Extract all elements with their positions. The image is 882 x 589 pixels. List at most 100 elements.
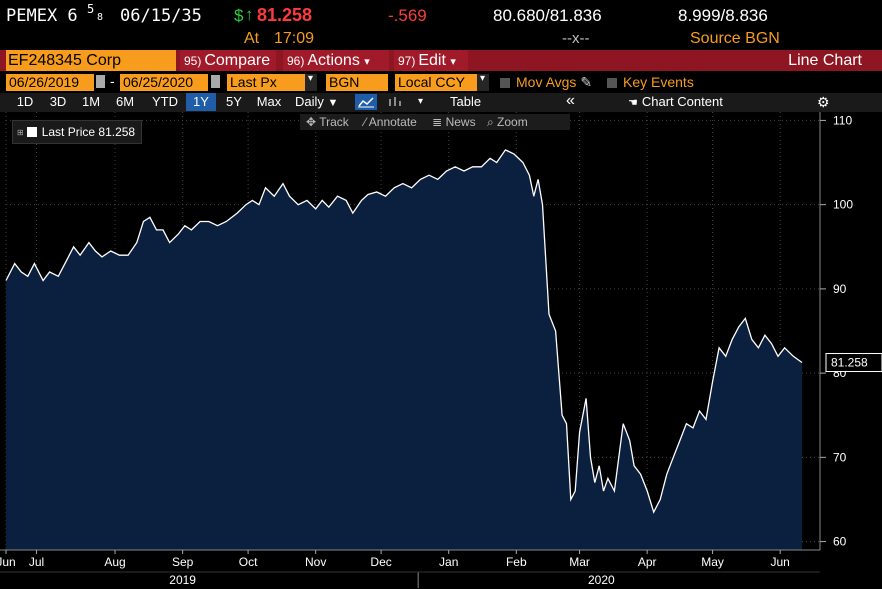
actions-button[interactable]: 96) Actions ▾	[283, 50, 389, 71]
ticker: PEMEX 6	[6, 6, 78, 26]
legend-expand-icon[interactable]: ⊞	[17, 128, 24, 137]
legend-label: Last Price	[41, 125, 96, 139]
news-label: News	[445, 115, 476, 129]
last-price-label: 81.258	[831, 356, 868, 370]
period-tab-1m[interactable]: 1M	[81, 94, 101, 109]
up-arrow-icon: ↑	[245, 5, 254, 24]
period-tab-ytd[interactable]: YTD	[152, 94, 178, 109]
x-tick-label-10: Apr	[638, 555, 657, 569]
mov-avgs-label: Mov Avgs	[516, 74, 577, 90]
period-tab-5y[interactable]: 5Y	[226, 94, 242, 109]
compare-button[interactable]: 95) Compare	[180, 50, 276, 71]
field-dropdown-icon[interactable]: ▾	[305, 73, 317, 91]
price-chart[interactable]: 6070809010011081.258JunJulAugSepOctNovDe…	[0, 112, 882, 589]
price-line	[5, 149, 803, 514]
key-events-label: Key Events	[623, 74, 694, 90]
actions-number: 96)	[287, 54, 305, 68]
start-calendar-icon[interactable]	[96, 75, 105, 88]
x-tick-label-9: Mar	[569, 555, 590, 569]
year-label-2019: 2019	[169, 573, 196, 587]
source-input[interactable]: BGN	[326, 74, 388, 91]
zoom-label: Zoom	[497, 115, 528, 129]
maturity: 06/15/35	[120, 6, 202, 26]
x-tick-label-2: Aug	[104, 555, 125, 569]
zoom-tool[interactable]: ⌕ Zoom	[487, 115, 528, 129]
chart-legend[interactable]: ⊞ Last Price 81.258	[12, 120, 143, 144]
y-tick-label-110: 110	[833, 113, 852, 127]
chart-tools-bar: ✥ Track ⁄ Annotate ≣ News ⌕ Zoom	[300, 114, 570, 130]
line-chart-icon[interactable]	[355, 94, 377, 110]
end-calendar-icon[interactable]	[211, 75, 220, 88]
key-events-toggle[interactable]: Key Events	[607, 74, 694, 91]
coupon-denominator: 8	[97, 12, 104, 23]
edit-label: Edit	[418, 52, 446, 69]
at-label: At	[244, 30, 260, 47]
chart-style-dropdown-icon[interactable]: ▾	[418, 96, 424, 107]
bar-chart-icon[interactable]	[384, 94, 406, 110]
edit-dropdown-icon: ▾	[450, 56, 456, 68]
x-tick-label-4: Oct	[239, 555, 258, 569]
frequency-label: Daily	[295, 94, 324, 109]
period-bar	[0, 93, 882, 112]
chart-content-button[interactable]: ☚ Chart Content	[628, 93, 723, 111]
start-date-input[interactable]: 06/26/2019	[6, 74, 94, 91]
security-field[interactable]: EF248345 Corp	[6, 50, 176, 71]
end-date-input[interactable]: 06/25/2020	[120, 74, 208, 91]
table-button[interactable]: Table	[450, 94, 482, 109]
mov-avgs-checkbox[interactable]	[500, 78, 510, 88]
price-area	[6, 149, 802, 550]
period-tab-max[interactable]: Max	[256, 94, 282, 109]
y-tick-label-90: 90	[833, 282, 847, 296]
collapse-icon[interactable]: «	[566, 92, 575, 109]
x-tick-label-6: Dec	[370, 555, 391, 569]
magnifier-icon: ⌕	[486, 115, 494, 129]
x-tick-label-5: Nov	[305, 555, 326, 569]
annotate-icon: ⁄	[364, 115, 367, 129]
actions-dropdown-icon: ▾	[364, 56, 370, 68]
pricing-source: Source BGN	[690, 30, 780, 47]
period-tab-3d[interactable]: 3D	[49, 94, 67, 109]
x-tick-label-12: Jun	[771, 555, 790, 569]
x-tick-label-3: Sep	[172, 555, 194, 569]
bid-ask: 80.680/81.836	[493, 6, 602, 25]
track-label: Track	[319, 115, 349, 129]
news-icon: ≣	[432, 115, 443, 129]
frequency-select[interactable]: Daily ▼	[295, 93, 338, 111]
track-tool[interactable]: ✥ Track	[306, 115, 349, 129]
news-tool[interactable]: ≣ News	[432, 115, 475, 129]
x-tick-label-7: Jan	[439, 555, 458, 569]
currency-dropdown-icon[interactable]: ▾	[477, 73, 489, 91]
actions-label: Actions	[307, 52, 360, 69]
coupon-numerator: 5	[87, 2, 95, 16]
year-label-2020: 2020	[588, 573, 615, 587]
yields: 8.999/8.836	[678, 6, 768, 25]
gear-icon[interactable]: ⚙	[817, 94, 830, 110]
x-tick-label-8: Feb	[506, 555, 527, 569]
edit-button[interactable]: 97) Edit ▾	[394, 50, 468, 71]
period-tab-1d[interactable]: 1D	[16, 94, 34, 109]
quote-header: PEMEX 6 5 8 06/15/35 $ ↑ 81.258 -.569 At…	[0, 0, 882, 50]
key-events-checkbox[interactable]	[607, 78, 617, 88]
period-tab-1y[interactable]: 1Y	[186, 93, 216, 111]
date-separator: -	[110, 73, 115, 89]
chart-type-title: Line Chart	[788, 52, 862, 69]
x-tick-label-0: Jun	[0, 555, 16, 569]
hand-icon: ☚	[628, 97, 638, 109]
x-tick-label-11: May	[701, 555, 724, 569]
annotate-tool[interactable]: ⁄ Annotate	[364, 115, 417, 129]
currency-sign: $	[234, 6, 244, 25]
last-price: 81.258	[257, 5, 313, 25]
quote-time: 17:09	[274, 30, 315, 47]
currency-select[interactable]: Local CCY	[395, 74, 477, 91]
mov-avgs-toggle[interactable]: Mov Avgs ✎	[500, 74, 592, 91]
compare-number: 95)	[184, 54, 202, 68]
period-tab-6m[interactable]: 6M	[115, 94, 135, 109]
y-tick-label-60: 60	[833, 535, 847, 549]
legend-value: 81.258	[98, 125, 136, 139]
pencil-icon[interactable]: ✎	[580, 74, 593, 90]
x-tick-label-1: Jul	[29, 555, 44, 569]
field-select[interactable]: Last Px	[227, 74, 305, 91]
price-change: -.569	[388, 6, 427, 25]
edit-number: 97)	[398, 54, 416, 68]
annotate-label: Annotate	[368, 115, 417, 129]
